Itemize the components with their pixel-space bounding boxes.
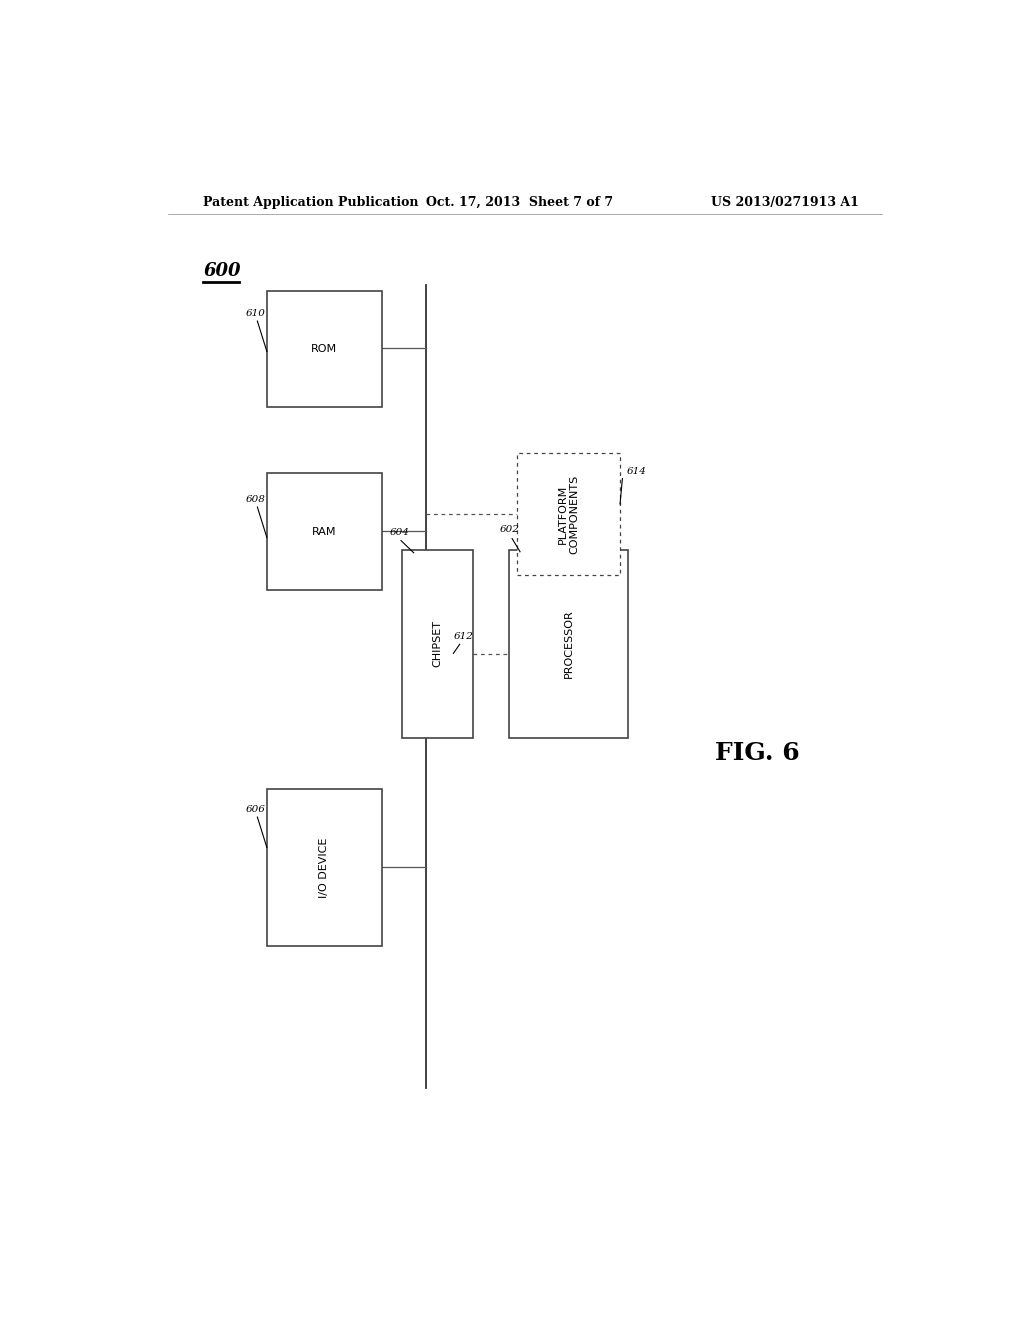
- Text: RAM: RAM: [312, 527, 337, 537]
- Text: FIG. 6: FIG. 6: [715, 741, 800, 766]
- Text: ROM: ROM: [311, 345, 338, 354]
- Text: 606: 606: [246, 805, 265, 814]
- Text: 604: 604: [390, 528, 410, 536]
- Text: 610: 610: [246, 309, 265, 318]
- Text: PROCESSOR: PROCESSOR: [563, 610, 573, 678]
- Text: 608: 608: [246, 495, 265, 504]
- Bar: [517, 453, 621, 576]
- Bar: [401, 549, 473, 738]
- Text: Oct. 17, 2013  Sheet 7 of 7: Oct. 17, 2013 Sheet 7 of 7: [426, 195, 612, 209]
- Bar: [267, 788, 382, 946]
- Text: 602: 602: [500, 525, 519, 535]
- Text: PLATFORM
COMPONENTS: PLATFORM COMPONENTS: [558, 474, 580, 554]
- Text: CHIPSET: CHIPSET: [432, 620, 442, 667]
- Text: US 2013/0271913 A1: US 2013/0271913 A1: [712, 195, 859, 209]
- Bar: [267, 290, 382, 408]
- Bar: [267, 474, 382, 590]
- Text: 600: 600: [204, 263, 241, 280]
- Text: Patent Application Publication: Patent Application Publication: [204, 195, 419, 209]
- Text: 612: 612: [454, 632, 473, 642]
- Text: 614: 614: [627, 466, 646, 475]
- Text: I/O DEVICE: I/O DEVICE: [319, 837, 330, 898]
- Bar: [509, 549, 628, 738]
